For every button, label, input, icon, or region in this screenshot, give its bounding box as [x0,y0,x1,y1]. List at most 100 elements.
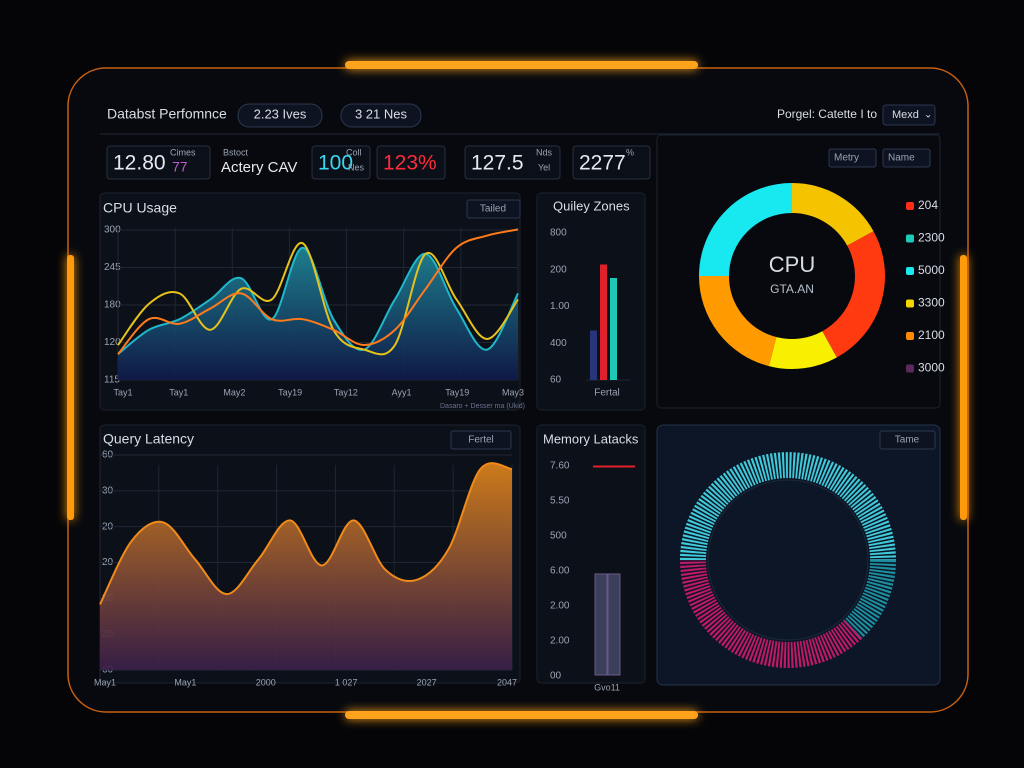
panel-button-label[interactable]: Fertel [468,435,494,446]
panel-button-label[interactable]: Tame [895,435,920,446]
select[interactable] [882,148,931,168]
area [100,463,512,670]
line [117,246,519,355]
ring-segment [699,275,777,367]
y-tick-label: 6.00 [550,566,570,577]
kpi-caption: Nds [536,147,553,157]
kpi-value: 100 [318,152,353,175]
pill-label[interactable]: 2.23 Ives [254,106,307,121]
kpi-caption: % [626,147,634,157]
x-tick-label: Tay1 [169,387,188,397]
x-tick-label: Tay1 [113,387,132,397]
glow-top [345,61,698,69]
pill[interactable] [237,103,323,128]
bar [594,573,608,676]
bar [600,264,607,380]
legend-label: 3300 [918,296,945,310]
bar [590,330,597,380]
x-tick-label: 1 027 [335,677,358,687]
legend-label: 2300 [918,231,945,245]
legend-label: 2100 [918,328,945,342]
x-tick-label: May1 [94,677,116,687]
pill-label[interactable]: 3 21 Nes [355,106,408,121]
filter-value[interactable]: Mexd [892,109,919,121]
x-tick-label: May3 [502,387,524,397]
y-tick-label: 800 [550,228,567,239]
x-label: Gvo11 [594,682,620,692]
panel-button[interactable] [450,430,512,450]
legend-label: 5000 [918,263,945,277]
chevron[interactable]: ⌄ [924,110,932,121]
kpi-value: 127.5 [471,152,524,175]
filter-label: Porgel: Catette I to [777,107,877,121]
kpi-value: 123% [383,152,437,175]
y-tick-label: 245 [104,262,121,273]
legend-label: 204 [918,198,938,212]
kpi-card [106,145,211,180]
select-label[interactable]: Name [888,153,915,164]
panel-button-label[interactable]: Tailed [480,204,506,215]
kpi-caption: Bstoct [223,147,249,157]
zones-panel [536,192,646,411]
glow-bottom [345,711,698,719]
kpi-sub: Yel [538,162,550,172]
panel-title: Memory Latacks [543,431,639,446]
x-label: Fertal [594,388,620,399]
panel-title: Query Latency [103,431,194,447]
kpi-sub: 77 [172,159,188,175]
panel-title: Quiley Zones [553,198,630,213]
y-tick-label: 1.00 [550,301,570,312]
kpi-value: Actery CAV [221,159,297,176]
ring-segment [821,231,885,358]
legend-swatch [906,299,914,308]
panel-button[interactable] [466,199,521,219]
kpi-value: 2277 [579,152,626,175]
y-tick-label: 120 [104,337,121,348]
ring-segment [680,452,896,561]
kpi-sub: Nes [348,162,365,172]
x-tick-label: Tay19 [278,387,302,397]
kpi-card [464,145,561,180]
glow-left [67,255,74,520]
kpi-caption: Cimes [170,147,196,157]
x-tick-label: 2000 [256,677,276,687]
line [117,228,519,355]
bar [610,278,617,380]
kpi-card [376,145,446,180]
dashboard-title: Databst Perfomnce [107,106,227,122]
pill[interactable] [340,103,422,128]
y-tick-label: 115 [104,375,120,386]
ring-segment [843,559,896,639]
panel-title: CPU Usage [103,200,177,216]
y-tick-label: 00 [550,671,562,682]
select[interactable] [828,148,877,168]
legend-swatch [906,364,914,373]
glow-bars [67,61,967,719]
y-tick-label: 500 [550,531,567,542]
select-label[interactable]: Metry [834,153,859,164]
filter-select[interactable] [882,104,936,126]
x-tick-label: 2047 [497,677,517,687]
panel-button[interactable] [879,430,936,450]
x-tick-label: Tay19 [445,387,469,397]
y-tick-label: 400 [550,338,567,349]
y-tick-label: 200 [550,264,567,275]
area [118,247,518,380]
donut-center-title: CPU [769,252,815,277]
y-tick-label: 2.00 [550,636,570,647]
ring-segment [768,330,837,369]
kpi-card [311,145,371,180]
x-tick-label: May1 [174,677,196,687]
line [117,242,519,356]
donut-center-sub: GTA.AN [770,282,814,296]
bar [607,573,621,676]
x-tick-label: 2027 [417,677,437,687]
y-tick-label: 180 [104,300,121,311]
x-tick-label: Tay12 [334,387,358,397]
kpi-card [572,145,651,180]
x-tick-label: Ayy1 [392,387,412,397]
line [99,462,513,605]
legend-swatch [906,332,914,340]
